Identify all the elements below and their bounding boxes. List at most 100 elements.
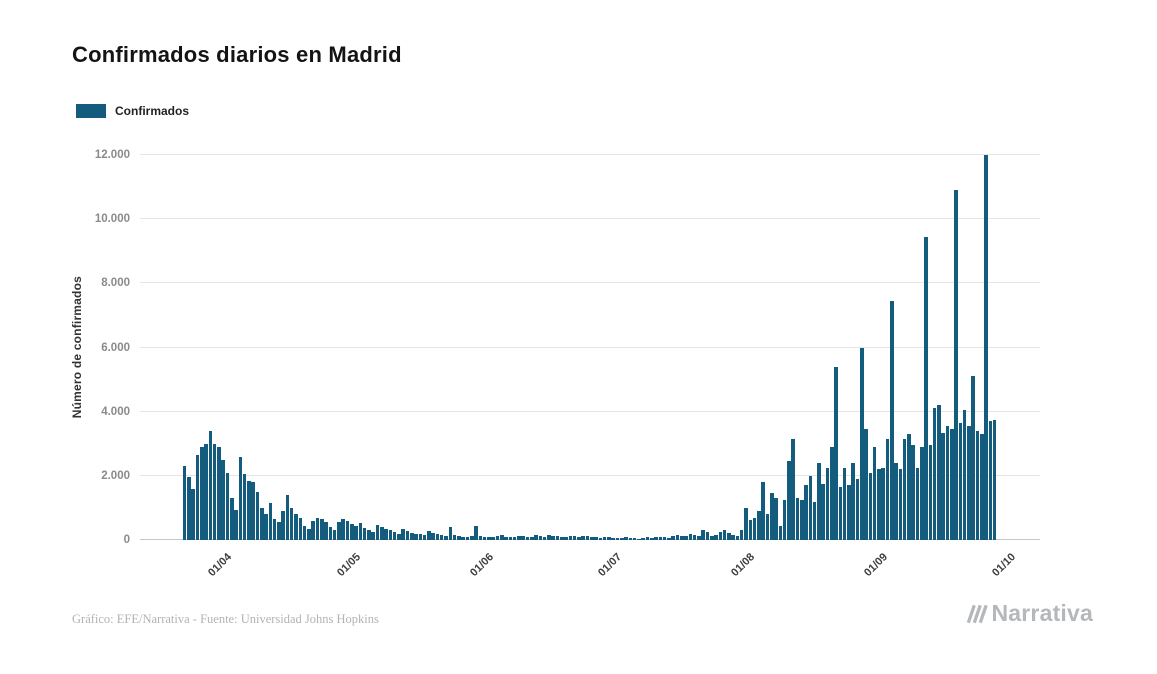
- bar: [332, 530, 337, 540]
- bar: [705, 531, 710, 540]
- bar: [932, 408, 937, 540]
- bar: [435, 534, 440, 540]
- bar: [851, 463, 855, 540]
- bar: [431, 532, 435, 540]
- bar: [937, 405, 941, 540]
- bar: [534, 535, 538, 540]
- page-title: Confirmados diarios en Madrid: [72, 42, 402, 67]
- bar: [988, 421, 993, 540]
- bar: [739, 530, 744, 540]
- bar: [547, 534, 551, 540]
- bar: [384, 528, 388, 540]
- y-tick-label: 0: [123, 534, 130, 546]
- bar: [752, 518, 757, 540]
- bar: [320, 519, 324, 540]
- bar: [825, 467, 830, 540]
- bar: [838, 487, 843, 540]
- bar: [748, 520, 753, 540]
- gridline: [140, 346, 1040, 348]
- narrativa-logo-icon: [964, 601, 990, 627]
- x-axis: 01/04 01/05 01/06 01/07 01/08 01/09 01/10: [140, 543, 1040, 589]
- bar: [645, 537, 650, 540]
- bar: [461, 536, 465, 540]
- gridline: [140, 218, 1040, 220]
- bar: [885, 438, 890, 540]
- bar: [992, 419, 997, 540]
- bar: [388, 530, 393, 540]
- bar: [525, 536, 530, 540]
- bar: [637, 538, 641, 540]
- bar: [448, 527, 453, 540]
- plot-area: 0 2.000 4.000 6.000 8.000 10.000 12.000: [95, 149, 1040, 546]
- y-tick-label: 8.000: [101, 277, 130, 290]
- bar: [508, 537, 513, 540]
- bar: [474, 525, 478, 540]
- bar: [272, 519, 277, 540]
- legend: Confirmados: [76, 104, 189, 118]
- bar: [217, 446, 221, 540]
- bar: [821, 483, 825, 540]
- y-tick-label: 4.000: [101, 405, 130, 418]
- bar: [718, 531, 723, 540]
- bar: [551, 535, 555, 540]
- bar: [367, 530, 371, 540]
- bar: [560, 536, 564, 540]
- bar: [808, 475, 813, 540]
- bar: [418, 534, 423, 540]
- bar: [902, 438, 907, 540]
- bar: [564, 537, 568, 540]
- bar: [658, 536, 663, 540]
- bar: [289, 507, 294, 540]
- narrativa-logo: Narrativa: [964, 600, 1093, 627]
- bar: [975, 430, 980, 540]
- bar: [774, 498, 778, 540]
- bar: [208, 430, 213, 540]
- bar: [890, 300, 894, 540]
- bar: [770, 493, 774, 540]
- bar: [632, 538, 637, 540]
- bar: [727, 533, 731, 540]
- bar: [800, 499, 804, 540]
- bar: [860, 347, 864, 540]
- bar: [482, 536, 487, 540]
- bar: [761, 482, 765, 540]
- bar: [307, 528, 311, 540]
- bar: [757, 511, 761, 540]
- bar: [397, 533, 401, 540]
- bar: [722, 530, 727, 540]
- bar: [401, 528, 405, 540]
- gridline: [140, 154, 1040, 155]
- bar: [782, 499, 787, 540]
- x-tick-label: 01/06: [467, 551, 496, 579]
- bar: [620, 538, 624, 540]
- bar: [855, 479, 860, 540]
- bar: [984, 155, 988, 540]
- bar: [495, 535, 500, 540]
- bar: [744, 507, 748, 540]
- bar: [624, 537, 628, 540]
- bar: [898, 469, 903, 540]
- bar: [795, 498, 800, 540]
- gridline: [140, 474, 1040, 476]
- bar: [405, 531, 410, 540]
- bar: [945, 426, 950, 540]
- bar: [362, 527, 367, 540]
- bar: [572, 536, 577, 540]
- bar: [500, 535, 504, 540]
- bar: [410, 532, 414, 540]
- bar: [187, 477, 191, 540]
- bar: [285, 495, 290, 540]
- bar: [581, 535, 585, 540]
- bar: [281, 511, 285, 540]
- bar: [971, 376, 975, 540]
- bar: [585, 536, 590, 540]
- bar: [641, 537, 645, 540]
- bar: [427, 531, 431, 540]
- bar: [872, 446, 877, 540]
- bar: [697, 536, 701, 540]
- bar: [692, 534, 697, 540]
- bar: [911, 445, 915, 540]
- gridline: [140, 410, 1040, 412]
- y-tick-label: 10.000: [94, 213, 130, 226]
- bar: [268, 503, 273, 540]
